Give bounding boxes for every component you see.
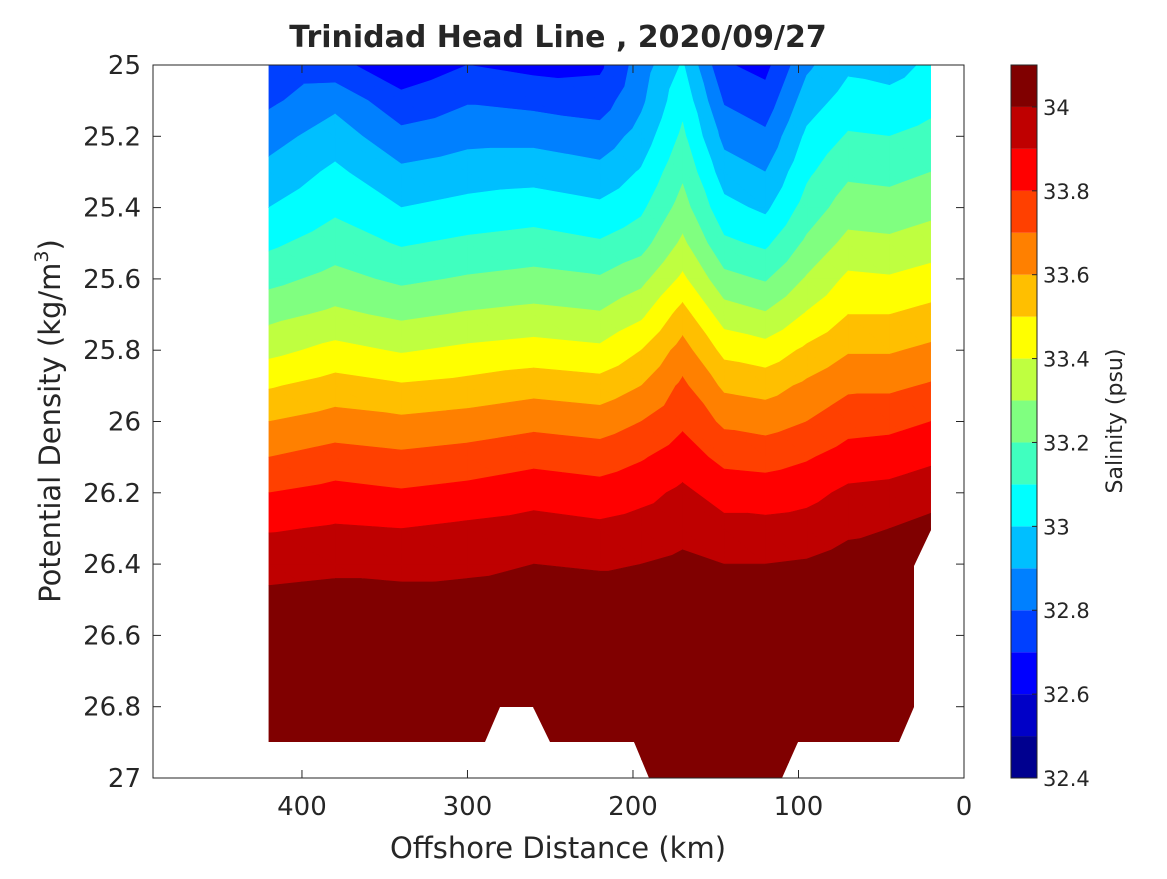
y-tick-label: 26.8 <box>83 693 141 723</box>
colorbar-band-11 <box>1011 274 1037 317</box>
y-axis-label-main: Potential Density (kg/m <box>33 263 67 603</box>
colorbar-band-0 <box>1011 736 1037 778</box>
y-tick-label: 26.2 <box>83 479 141 509</box>
colorbar-band-12 <box>1011 232 1037 275</box>
colorbar-tick-label: 32.8 <box>1043 599 1090 623</box>
y-tick-label: 25 <box>108 51 141 81</box>
x-axis-label: Offshore Distance (km) <box>390 831 726 865</box>
y-tick-label: 25.6 <box>83 265 141 295</box>
y-tick-label: 26 <box>108 408 141 438</box>
colorbar-tick-label: 33.2 <box>1043 431 1090 455</box>
x-tick-label: 200 <box>608 792 658 822</box>
y-tick-label: 27 <box>108 764 141 794</box>
y-tick-label: 25.2 <box>83 122 141 152</box>
x-axis-ticks: 400 300 200 100 0 <box>277 65 972 822</box>
y-tick-label: 26.6 <box>83 621 141 651</box>
colorbar-band-8 <box>1011 400 1037 443</box>
y-axis-label: Potential Density (kg/m3) <box>31 239 67 603</box>
colorbar-tick-label: 33.8 <box>1043 180 1090 204</box>
x-tick-label: 300 <box>443 792 493 822</box>
colorbar-tick-label: 33 <box>1043 515 1070 539</box>
colorbar-tick-label: 32.4 <box>1043 767 1090 791</box>
colorbar-bands <box>1011 65 1037 778</box>
colorbar: 32.4 32.6 32.8 33 33.2 33.4 33.6 33.8 34 Salinit… <box>1010 64 1128 791</box>
colorbar-band-4 <box>1011 568 1037 611</box>
colorbar-band-2 <box>1011 652 1037 695</box>
colorbar-band-3 <box>1011 610 1037 653</box>
colorbar-band-13 <box>1011 190 1037 233</box>
colorbar-band-15 <box>1011 106 1037 149</box>
contour-fill-layer <box>268 65 931 778</box>
colorbar-band-6 <box>1011 484 1037 527</box>
colorbar-band-10 <box>1011 316 1037 359</box>
y-axis-label-suffix: ) <box>33 239 67 250</box>
y-tick-label: 25.4 <box>83 194 141 224</box>
colorbar-tick-label: 33.6 <box>1043 264 1090 288</box>
colorbar-band-7 <box>1011 442 1037 485</box>
colorbar-ticks: 32.4 32.6 32.8 33 33.2 33.4 33.6 33.8 34 <box>1032 96 1090 791</box>
y-tick-label: 25.8 <box>83 336 141 366</box>
colorbar-tick-label: 32.6 <box>1043 683 1090 707</box>
colorbar-tick-label: 34 <box>1043 96 1070 120</box>
x-tick-label: 100 <box>774 792 824 822</box>
chart-title: Trinidad Head Line , 2020/09/27 <box>289 20 826 55</box>
colorbar-band-1 <box>1011 694 1037 737</box>
colorbar-frame <box>1010 64 1038 779</box>
colorbar-band-5 <box>1011 526 1037 569</box>
plot-area: 400 300 200 100 0 25 25.2 25.4 25.6 25.8 26 26.2 26… <box>83 51 972 822</box>
x-tick-label: 400 <box>277 792 327 822</box>
colorbar-band-14 <box>1011 148 1037 191</box>
colorbar-band-16 <box>1011 65 1037 107</box>
y-axis-label-superscript: 3 <box>31 250 53 262</box>
colorbar-tick-label: 33.4 <box>1043 348 1090 372</box>
y-axis-ticks: 25 25.2 25.4 25.6 25.8 26 26.2 26.4 26.6 26.8 27 <box>83 51 964 794</box>
colorbar-band-9 <box>1011 358 1037 401</box>
y-tick-label: 26.4 <box>83 550 141 580</box>
x-tick-label: 0 <box>956 792 973 822</box>
colorbar-label: Salinity (psu) <box>1103 349 1128 494</box>
